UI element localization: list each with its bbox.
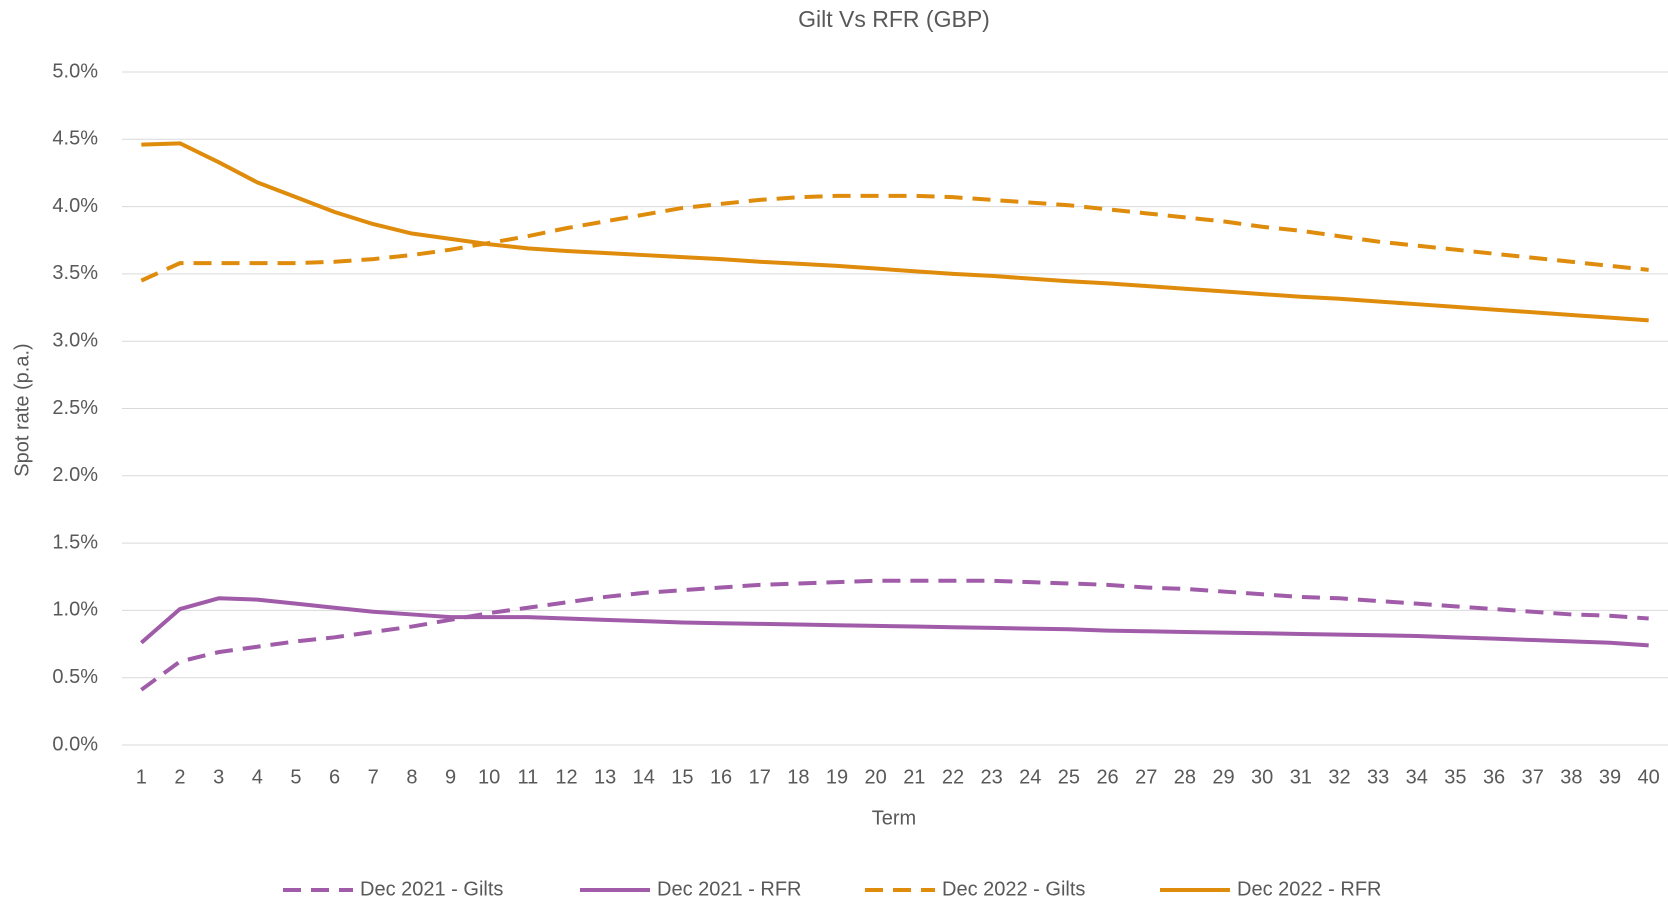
- x-tick-label: 26: [1096, 766, 1118, 788]
- x-tick-label: 25: [1058, 766, 1080, 788]
- x-tick-label: 28: [1174, 766, 1196, 788]
- x-tick-label: 31: [1290, 766, 1312, 788]
- y-axis-label: Spot rate (p.a.): [11, 343, 33, 476]
- x-tick-label: 36: [1483, 766, 1505, 788]
- y-tick-label: 1.0%: [52, 599, 98, 621]
- series-line: [140, 193, 1649, 283]
- y-tick-label: 3.5%: [52, 262, 98, 284]
- x-tick-label: 24: [1019, 766, 1041, 788]
- y-tick-label: 4.0%: [52, 195, 98, 217]
- legend-label: Dec 2021 - RFR: [657, 878, 802, 900]
- x-tick-label: 7: [368, 766, 379, 788]
- x-tick-label: 3: [213, 766, 224, 788]
- x-tick-label: 9: [445, 766, 456, 788]
- x-tick-label: 12: [555, 766, 577, 788]
- x-tick-label: 16: [710, 766, 732, 788]
- x-tick-label: 18: [787, 766, 809, 788]
- x-tick-label: 39: [1599, 766, 1621, 788]
- x-tick-label: 2: [174, 766, 185, 788]
- x-tick-label: 27: [1135, 766, 1157, 788]
- x-tick-label: 37: [1522, 766, 1544, 788]
- x-tick-label: 1: [136, 766, 147, 788]
- series-line: [141, 141, 1649, 323]
- chart-title: Gilt Vs RFR (GBP): [798, 6, 990, 32]
- y-tick-label: 5.0%: [52, 60, 98, 82]
- x-tick-label: 17: [749, 766, 771, 788]
- x-tick-label: 34: [1406, 766, 1428, 788]
- x-tick-label: 19: [826, 766, 848, 788]
- x-tick-label: 5: [290, 766, 301, 788]
- x-tick-label: 40: [1638, 766, 1660, 788]
- x-tick-label: 6: [329, 766, 340, 788]
- legend-label: Dec 2022 - RFR: [1237, 878, 1382, 900]
- x-tick-label: 20: [865, 766, 887, 788]
- x-tick-label: 22: [942, 766, 964, 788]
- y-tick-label: 0.0%: [52, 733, 98, 755]
- x-tick-label: 13: [594, 766, 616, 788]
- x-tick-label: 29: [1212, 766, 1234, 788]
- x-tick-label: 8: [406, 766, 417, 788]
- y-tick-label: 2.5%: [52, 397, 98, 419]
- y-tick-label: 4.5%: [52, 128, 98, 150]
- y-tick-label: 0.5%: [52, 666, 98, 688]
- x-tick-label: 30: [1251, 766, 1273, 788]
- x-tick-label: 10: [478, 766, 500, 788]
- x-tick-label: 14: [633, 766, 655, 788]
- x-tick-label: 23: [981, 766, 1003, 788]
- x-tick-label: 21: [903, 766, 925, 788]
- y-tick-label: 2.0%: [52, 464, 98, 486]
- x-tick-label: 33: [1367, 766, 1389, 788]
- series-line: [140, 596, 1649, 648]
- legend-label: Dec 2022 - Gilts: [942, 878, 1085, 900]
- y-tick-label: 3.0%: [52, 329, 98, 351]
- x-tick-label: 38: [1560, 766, 1582, 788]
- x-tick-label: 32: [1328, 766, 1350, 788]
- x-tick-label: 11: [517, 766, 538, 788]
- y-tick-label: 1.5%: [52, 531, 98, 553]
- x-tick-label: 4: [252, 766, 263, 788]
- series-line: [140, 578, 1649, 692]
- x-tick-label: 15: [671, 766, 693, 788]
- x-tick-label: 35: [1444, 766, 1466, 788]
- legend-label: Dec 2021 - Gilts: [360, 878, 503, 900]
- x-axis-label: Term: [872, 807, 916, 829]
